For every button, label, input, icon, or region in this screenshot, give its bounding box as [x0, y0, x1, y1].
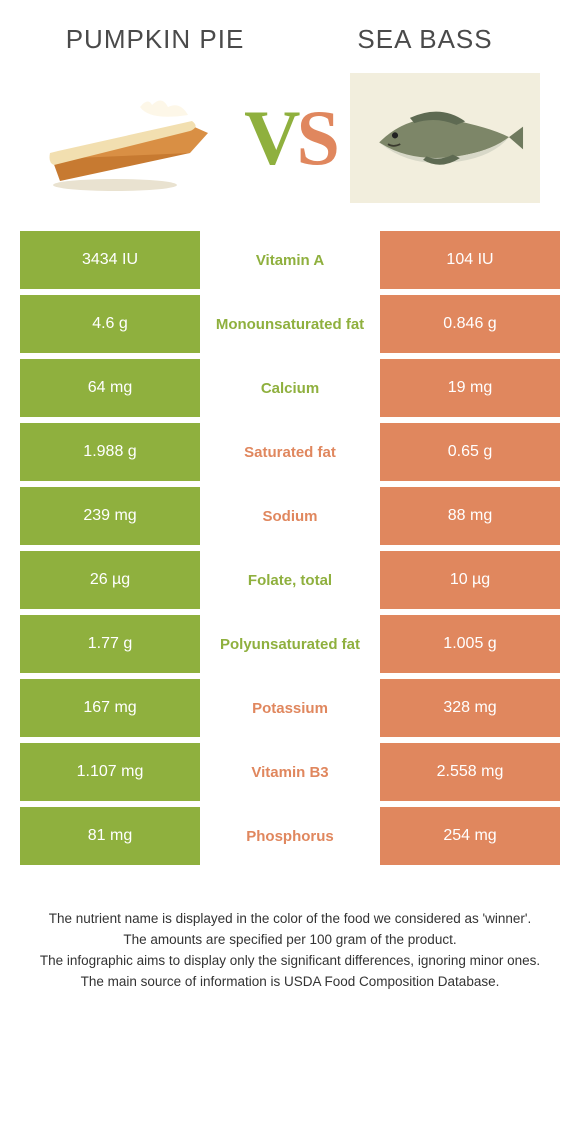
left-value: 81 mg [20, 807, 200, 865]
title-row: PUMPKIN PIE SEA BASS [0, 0, 580, 73]
footer-line: The main source of information is USDA F… [36, 972, 544, 993]
table-row: 1.107 mgVitamin B32.558 mg [20, 743, 560, 801]
right-value: 10 µg [380, 551, 560, 609]
nutrient-label: Polyunsaturated fat [200, 615, 380, 673]
right-value: 0.65 g [380, 423, 560, 481]
right-value: 2.558 mg [380, 743, 560, 801]
left-food-image [40, 73, 230, 203]
nutrient-label: Folate, total [200, 551, 380, 609]
nutrient-label: Phosphorus [200, 807, 380, 865]
nutrient-label: Potassium [200, 679, 380, 737]
right-value: 0.846 g [380, 295, 560, 353]
right-value: 19 mg [380, 359, 560, 417]
nutrient-label: Vitamin A [200, 231, 380, 289]
hero-row: VS [0, 73, 580, 225]
left-value: 64 mg [20, 359, 200, 417]
table-row: 239 mgSodium88 mg [20, 487, 560, 545]
vs-label: VS [244, 99, 336, 177]
left-value: 1.107 mg [20, 743, 200, 801]
comparison-table: 3434 IUVitamin A104 IU 4.6 gMonounsaturat… [0, 225, 580, 865]
left-value: 26 µg [20, 551, 200, 609]
right-title: SEA BASS [290, 24, 560, 55]
right-value: 254 mg [380, 807, 560, 865]
pumpkin-pie-icon [40, 73, 230, 203]
footer-line: The amounts are specified per 100 gram o… [36, 930, 544, 951]
sea-bass-icon [354, 81, 536, 195]
right-value: 88 mg [380, 487, 560, 545]
nutrient-label: Monounsaturated fat [200, 295, 380, 353]
table-row: 81 mgPhosphorus254 mg [20, 807, 560, 865]
nutrient-label: Sodium [200, 487, 380, 545]
table-row: 4.6 gMonounsaturated fat0.846 g [20, 295, 560, 353]
table-row: 167 mgPotassium328 mg [20, 679, 560, 737]
vs-v: V [244, 99, 296, 177]
right-value: 328 mg [380, 679, 560, 737]
left-value: 3434 IU [20, 231, 200, 289]
nutrient-label: Saturated fat [200, 423, 380, 481]
left-title: PUMPKIN PIE [20, 24, 290, 55]
left-value: 4.6 g [20, 295, 200, 353]
right-value: 104 IU [380, 231, 560, 289]
footer-notes: The nutrient name is displayed in the co… [0, 871, 580, 993]
right-value: 1.005 g [380, 615, 560, 673]
table-row: 1.77 gPolyunsaturated fat1.005 g [20, 615, 560, 673]
left-value: 1.77 g [20, 615, 200, 673]
right-food-image [350, 73, 540, 203]
nutrient-label: Vitamin B3 [200, 743, 380, 801]
table-row: 1.988 gSaturated fat0.65 g [20, 423, 560, 481]
vs-s: S [296, 99, 335, 177]
table-row: 3434 IUVitamin A104 IU [20, 231, 560, 289]
left-value: 1.988 g [20, 423, 200, 481]
left-value: 167 mg [20, 679, 200, 737]
table-row: 26 µgFolate, total10 µg [20, 551, 560, 609]
footer-line: The infographic aims to display only the… [36, 951, 544, 972]
footer-line: The nutrient name is displayed in the co… [36, 909, 544, 930]
table-row: 64 mgCalcium19 mg [20, 359, 560, 417]
nutrient-label: Calcium [200, 359, 380, 417]
left-value: 239 mg [20, 487, 200, 545]
